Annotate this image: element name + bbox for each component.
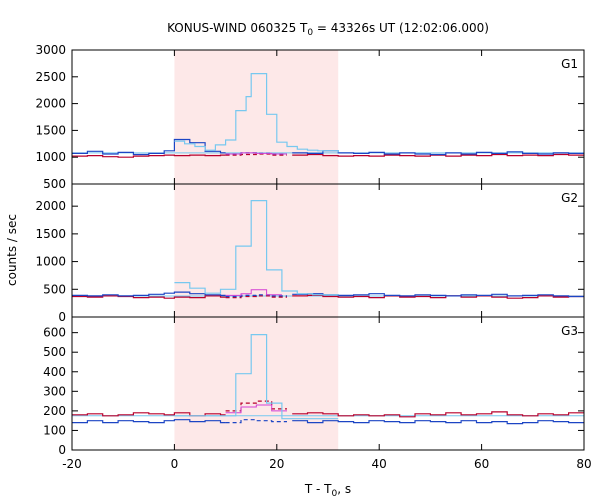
y-tick-label: 200 bbox=[43, 404, 66, 418]
panel-name-label: G1 bbox=[561, 57, 578, 71]
y-tick-label: 500 bbox=[43, 282, 66, 296]
blue-series-post bbox=[292, 293, 584, 298]
red-series-post bbox=[292, 411, 584, 418]
chart-title: KONUS-WIND 060325 T0 = 43326s UT (12:02:… bbox=[167, 21, 489, 38]
x-axis-label-main: T - T bbox=[304, 482, 332, 496]
panel-name-label: G2 bbox=[561, 191, 578, 205]
y-tick-label: 2500 bbox=[35, 70, 66, 84]
x-axis-label-sub: 0 bbox=[332, 489, 338, 499]
y-tick-label: 1000 bbox=[35, 150, 66, 164]
x-tick-label: 60 bbox=[474, 457, 489, 471]
blue-series-pre bbox=[72, 291, 226, 297]
panel-series bbox=[72, 200, 584, 299]
y-tick-label: 1000 bbox=[35, 255, 66, 269]
panel-g1: 500 1000 1500 2000 2500 3000 G1 bbox=[35, 43, 585, 191]
magenta-series bbox=[225, 404, 287, 414]
x-axis-label-rest: , s bbox=[337, 482, 351, 496]
blue-series-pre bbox=[72, 419, 226, 424]
panel-g3: 0 100 200 300 400 500 600 G3 bbox=[43, 316, 585, 457]
red-series-dashed bbox=[225, 153, 287, 156]
red-series-pre bbox=[72, 154, 226, 158]
x-axis-label: T - T0, s bbox=[304, 482, 351, 499]
light-blue-series bbox=[174, 334, 339, 420]
magenta-series bbox=[225, 152, 287, 155]
panel-series bbox=[72, 73, 584, 158]
x-tick-label: -20 bbox=[62, 457, 82, 471]
red-series-pre bbox=[72, 412, 226, 417]
y-tick-label: 2000 bbox=[35, 97, 66, 111]
y-tick-label: 0 bbox=[58, 310, 66, 324]
panel-frame bbox=[71, 316, 585, 451]
y-tick-label: 0 bbox=[58, 443, 66, 457]
y-tick-label: 2000 bbox=[35, 199, 66, 213]
chart-title-rest: = 43326s UT (12:02:06.000) bbox=[313, 21, 489, 35]
blue-series-dashed bbox=[225, 294, 287, 298]
y-tick-label: 100 bbox=[43, 423, 66, 437]
y-tick-label: 500 bbox=[43, 345, 66, 359]
burst-interval-highlight bbox=[174, 317, 339, 450]
light-blue-series bbox=[174, 200, 339, 296]
panel-name-label: G3 bbox=[561, 324, 578, 338]
blue-series-post bbox=[292, 420, 584, 425]
burst-interval-highlight bbox=[174, 50, 339, 184]
magenta-series bbox=[225, 289, 282, 296]
light-blue-series bbox=[174, 73, 339, 153]
y-axis-label: counts / sec bbox=[5, 214, 19, 286]
y-tick-label: 400 bbox=[43, 365, 66, 379]
chart-title-sub: 0 bbox=[307, 28, 313, 38]
x-tick-label: 80 bbox=[576, 457, 591, 471]
x-tick-label: 0 bbox=[171, 457, 179, 471]
chart-title-main: KONUS-WIND 060325 T bbox=[167, 21, 308, 35]
panel-series bbox=[72, 334, 584, 425]
y-tick-label: 600 bbox=[43, 326, 66, 340]
y-tick-label: 3000 bbox=[35, 43, 66, 57]
blue-series-dashed bbox=[225, 419, 287, 424]
blue-series-post bbox=[292, 150, 584, 156]
red-series-post bbox=[292, 294, 584, 299]
y-tick-label: 300 bbox=[43, 384, 66, 398]
y-tick-label: 1500 bbox=[35, 123, 66, 137]
y-tick-label: 1500 bbox=[35, 227, 66, 241]
x-tick-label: 40 bbox=[372, 457, 387, 471]
y-tick-label: 500 bbox=[43, 177, 66, 191]
x-tick-label: 20 bbox=[269, 457, 284, 471]
red-series-dashed bbox=[225, 295, 287, 299]
panel-g2: 0 500 1000 1500 2000 G2 bbox=[35, 183, 585, 324]
